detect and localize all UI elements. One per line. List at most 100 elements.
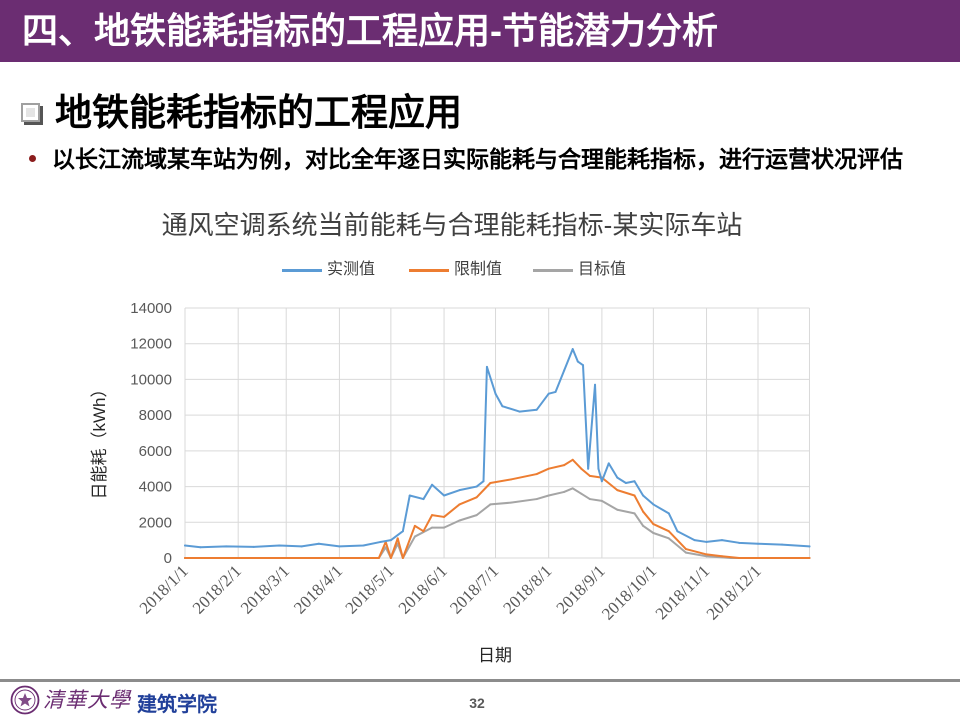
data-point (667, 537, 670, 540)
data-point (808, 557, 811, 559)
data-point (616, 476, 619, 479)
data-point (652, 503, 655, 506)
data-point (580, 492, 583, 495)
data-point (642, 510, 645, 513)
x-tick-label: 2018/11/1 (652, 561, 714, 623)
data-point (509, 478, 512, 481)
legend-swatch-2 (533, 269, 573, 272)
data-point (431, 526, 434, 529)
data-point (443, 526, 446, 529)
data-point (458, 519, 461, 522)
x-tick-label: 2018/6/1 (395, 561, 451, 617)
data-point (443, 494, 446, 497)
data-point (729, 557, 732, 559)
y-tick-label: 14000 (130, 300, 172, 317)
data-point (431, 483, 434, 486)
slide-title: 四、地铁能耗指标的工程应用-节能潜力分析 (22, 10, 718, 51)
data-point (554, 390, 557, 393)
y-axis-label: 日能耗（kWh） (90, 380, 109, 500)
data-point (422, 498, 425, 501)
y-tick-label: 0 (164, 550, 172, 567)
x-tick-label: 2018/4/1 (290, 561, 346, 617)
data-point (300, 545, 303, 548)
x-tick-label: 2018/2/1 (189, 561, 245, 617)
data-point (489, 503, 492, 506)
data-point (594, 383, 597, 386)
data-point (389, 539, 392, 542)
data-point (563, 490, 566, 493)
school-name: 建筑学院 (137, 694, 217, 716)
data-point (705, 555, 708, 558)
square-bullet-icon (21, 103, 40, 122)
data-point (738, 557, 741, 559)
data-point (616, 508, 619, 511)
data-point (184, 557, 186, 559)
data-point (588, 474, 591, 477)
data-point (408, 494, 411, 497)
data-point (362, 544, 365, 547)
series-line-2 (184, 487, 811, 559)
header-bar: 四、地铁能耗指标的工程应用-节能潜力分析 (0, 0, 960, 62)
data-point (489, 482, 492, 484)
section-heading: 地铁能耗指标的工程应用 (55, 92, 462, 133)
data-point (781, 543, 784, 546)
data-point (616, 489, 619, 492)
data-point (443, 515, 446, 518)
bullet-text: 以长江流域某车站为例，对比全年逐日实际能耗与合理能耗指标，进行运营状况评估 (52, 146, 903, 172)
data-point (431, 514, 434, 517)
data-point (720, 555, 723, 558)
legend-swatch-0 (282, 269, 322, 272)
x-tick-label: 2018/9/1 (553, 561, 609, 617)
data-point (576, 360, 579, 363)
data-point (808, 545, 811, 548)
data-point (693, 539, 696, 542)
data-point (413, 535, 416, 538)
legend-item-0: 实测值 (282, 259, 392, 281)
data-point (338, 545, 341, 548)
data-point (413, 524, 416, 527)
y-tick-label: 10000 (130, 371, 172, 388)
data-point (458, 489, 461, 492)
legend-item-1: 限制值 (409, 259, 519, 281)
data-point (184, 557, 186, 559)
data-point (571, 348, 574, 351)
x-tick-label: 2018/7/1 (446, 561, 502, 617)
data-point (278, 544, 281, 547)
legend-item-2: 目标值 (533, 259, 643, 281)
data-point (396, 537, 399, 540)
data-point (475, 496, 478, 499)
data-point (401, 557, 404, 559)
data-point (757, 542, 759, 545)
data-point (587, 467, 590, 470)
data-point (705, 553, 708, 556)
x-tick-label: 2018/10/1 (598, 561, 660, 623)
data-point (738, 541, 741, 544)
data-point (720, 539, 723, 542)
data-point (535, 498, 538, 501)
data-point (705, 540, 708, 543)
data-point (475, 514, 478, 517)
legend-label-1: 限制值 (454, 261, 503, 278)
data-point (633, 480, 636, 483)
data-point (377, 557, 380, 559)
data-point (494, 392, 497, 395)
data-point (384, 546, 387, 549)
series-line-0 (184, 348, 811, 549)
data-point (389, 557, 392, 559)
data-point (547, 392, 550, 395)
footer-divider (0, 679, 960, 682)
data-point (588, 498, 591, 501)
x-tick-label: 2018/8/1 (499, 561, 555, 617)
y-tick-label: 6000 (139, 443, 172, 460)
series-group-2 (184, 487, 811, 559)
data-point (642, 494, 645, 497)
data-point (422, 530, 425, 533)
data-point (535, 408, 538, 411)
university-seal-icon (10, 685, 40, 715)
university-logo-text: 清華大學 (43, 688, 131, 712)
x-axis-label: 日期 (478, 646, 512, 665)
data-point (458, 503, 461, 506)
data-point (667, 512, 670, 515)
data-point (684, 548, 687, 551)
